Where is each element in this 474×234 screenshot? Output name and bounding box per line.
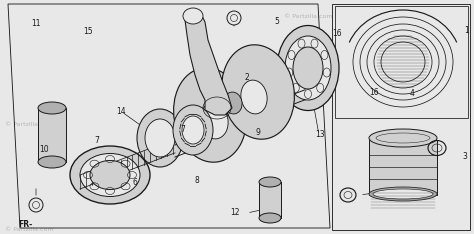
Bar xyxy=(369,140,437,195)
Ellipse shape xyxy=(285,36,331,100)
Ellipse shape xyxy=(222,45,294,139)
Text: 4: 4 xyxy=(410,89,415,98)
Bar xyxy=(38,108,66,162)
Ellipse shape xyxy=(373,189,433,199)
Text: © Partzilla.com: © Partzilla.com xyxy=(5,122,53,127)
Text: © Partzilla.com: © Partzilla.com xyxy=(180,122,228,127)
Text: 15: 15 xyxy=(83,27,92,36)
Text: 16: 16 xyxy=(332,29,341,38)
Ellipse shape xyxy=(173,68,246,162)
Text: 13: 13 xyxy=(315,130,325,139)
Bar xyxy=(259,182,281,218)
Text: © Partzilla.com: © Partzilla.com xyxy=(284,14,333,19)
Ellipse shape xyxy=(369,187,437,201)
Ellipse shape xyxy=(183,8,203,24)
Text: 16: 16 xyxy=(370,88,379,97)
Ellipse shape xyxy=(90,161,130,190)
Text: 1: 1 xyxy=(465,26,469,35)
Text: 10: 10 xyxy=(39,145,49,154)
Ellipse shape xyxy=(224,92,242,114)
Ellipse shape xyxy=(38,156,66,168)
Ellipse shape xyxy=(200,103,228,139)
Ellipse shape xyxy=(70,146,150,204)
Text: 7: 7 xyxy=(180,125,185,134)
Text: © Partzilla.com: © Partzilla.com xyxy=(5,227,53,232)
Ellipse shape xyxy=(182,116,204,144)
Text: 9: 9 xyxy=(256,128,261,137)
Text: 8: 8 xyxy=(194,176,199,185)
Polygon shape xyxy=(332,4,470,230)
Ellipse shape xyxy=(241,80,267,114)
Ellipse shape xyxy=(173,105,213,155)
Text: FR-: FR- xyxy=(18,220,32,229)
Polygon shape xyxy=(185,14,232,115)
Ellipse shape xyxy=(369,129,437,147)
Text: 7: 7 xyxy=(95,136,100,145)
Ellipse shape xyxy=(277,26,339,110)
Text: 12: 12 xyxy=(230,208,239,217)
Text: 11: 11 xyxy=(31,19,40,28)
Text: 2: 2 xyxy=(244,73,249,82)
Text: 14: 14 xyxy=(116,107,126,116)
Ellipse shape xyxy=(145,119,175,157)
Text: 3: 3 xyxy=(462,152,467,161)
Text: 6: 6 xyxy=(133,178,137,187)
Ellipse shape xyxy=(137,109,183,167)
Ellipse shape xyxy=(293,47,323,89)
Text: 5: 5 xyxy=(275,17,280,26)
Ellipse shape xyxy=(38,102,66,114)
Polygon shape xyxy=(335,6,468,118)
Ellipse shape xyxy=(80,154,140,197)
Ellipse shape xyxy=(259,213,281,223)
Ellipse shape xyxy=(259,177,281,187)
